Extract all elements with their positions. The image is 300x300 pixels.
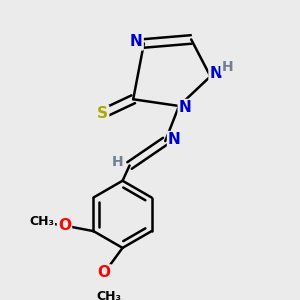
Text: N: N <box>179 100 191 115</box>
Text: CH₃: CH₃ <box>96 290 121 300</box>
Text: N: N <box>209 66 222 81</box>
Text: S: S <box>97 106 108 121</box>
Text: H: H <box>221 60 233 74</box>
Text: N: N <box>168 132 181 147</box>
Text: O: O <box>98 266 111 280</box>
Text: O: O <box>58 218 71 233</box>
Text: CH₃: CH₃ <box>29 215 54 228</box>
Text: N: N <box>130 34 142 50</box>
Text: H: H <box>112 155 123 170</box>
